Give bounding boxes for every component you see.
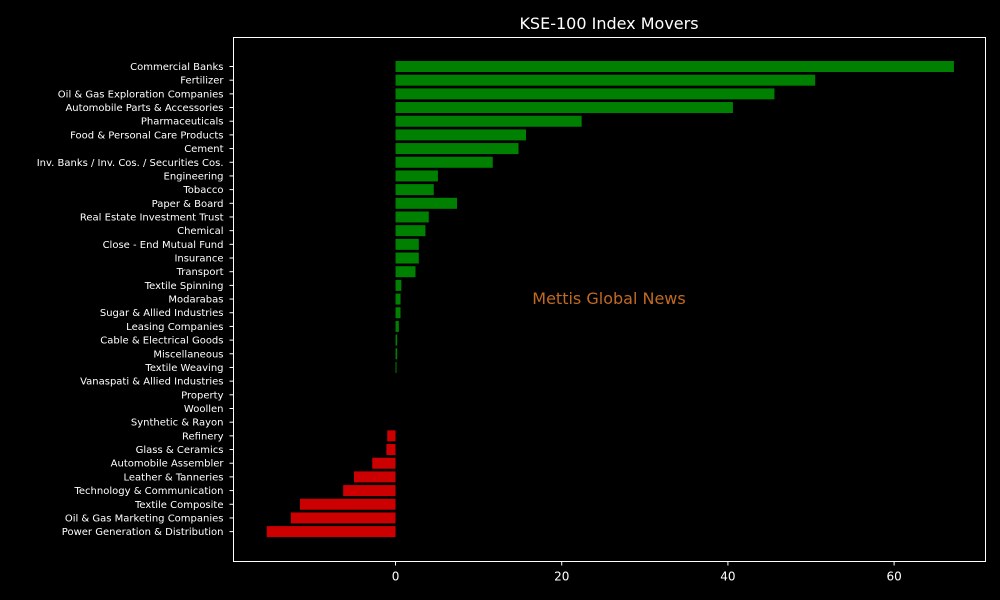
category-label: Inv. Banks / Inv. Cos. / Securities Cos.	[37, 158, 224, 169]
category-label: Synthetic & Rayon	[131, 418, 224, 429]
bar	[395, 115, 582, 127]
bar	[395, 74, 816, 86]
category-label: Modarabas	[168, 295, 223, 306]
bar	[395, 197, 458, 209]
category-label: Food & Personal Care Products	[70, 130, 223, 141]
bar	[290, 512, 396, 524]
bar	[395, 279, 402, 291]
bar	[395, 320, 399, 332]
category-label: Cement	[184, 144, 223, 155]
bar	[395, 211, 429, 223]
category-label: Miscellaneous	[153, 349, 223, 360]
category-label: Engineering	[164, 171, 224, 182]
category-label: Oil & Gas Marketing Companies	[65, 513, 224, 524]
bar	[395, 170, 438, 182]
category-label: Transport	[176, 267, 224, 278]
category-label: Woollen	[184, 404, 224, 415]
bar	[395, 61, 954, 72]
bar	[353, 471, 396, 483]
category-label: Tobacco	[182, 185, 223, 196]
x-tick-label: 20	[554, 570, 569, 584]
bars	[266, 61, 954, 538]
x-tick-label: 60	[886, 570, 901, 584]
chart-title: KSE-100 Index Movers	[519, 14, 698, 33]
bar	[386, 444, 396, 456]
bar	[387, 430, 396, 442]
category-label: Pharmaceuticals	[141, 117, 224, 128]
category-label: Close - End Mutual Fund	[103, 240, 224, 251]
watermark: Mettis Global News	[532, 289, 685, 308]
category-label: Commercial Banks	[130, 62, 223, 73]
bar	[395, 238, 419, 250]
category-label: Power Generation & Distribution	[62, 527, 224, 538]
bar	[395, 184, 434, 196]
bar	[395, 225, 426, 237]
bar	[395, 293, 401, 305]
category-label: Property	[181, 390, 223, 401]
bar	[395, 307, 401, 319]
category-label: Automobile Parts & Accessories	[65, 103, 223, 114]
category-label: Fertilizer	[180, 76, 224, 87]
category-label: Paper & Board	[152, 199, 224, 210]
category-label: Vanaspati & Allied Industries	[80, 377, 223, 388]
category-label: Insurance	[174, 254, 223, 265]
bar	[395, 252, 419, 264]
category-label: Leather & Tanneries	[123, 472, 223, 483]
bar	[395, 143, 519, 155]
category-label: Oil & Gas Exploration Companies	[58, 89, 224, 100]
category-label: Real Estate Investment Trust	[80, 212, 224, 223]
bar	[395, 334, 398, 346]
bar	[266, 526, 396, 538]
category-label: Refinery	[182, 431, 224, 442]
category-label: Technology & Communication	[74, 486, 224, 497]
category-label: Textile Weaving	[144, 363, 223, 374]
category-label: Automobile Assembler	[111, 459, 225, 470]
x-tick-label: 0	[392, 570, 400, 584]
x-tick-label: 40	[720, 570, 735, 584]
bar	[395, 129, 526, 141]
category-label: Glass & Ceramics	[136, 445, 224, 456]
category-label: Textile Spinning	[144, 281, 224, 292]
category-label: Chemical	[177, 226, 223, 237]
bar	[395, 266, 416, 278]
bar	[395, 361, 397, 373]
bar	[395, 88, 775, 100]
category-labels: Commercial Banks Fertilizer Oil & Gas Expl…	[37, 62, 234, 538]
category-label: Cable & Electrical Goods	[100, 336, 223, 347]
category-label: Leasing Companies	[126, 322, 223, 333]
bar	[395, 348, 398, 360]
bar	[343, 485, 396, 497]
bar	[372, 457, 396, 469]
bar	[395, 102, 733, 114]
category-label: Textile Composite	[134, 500, 223, 511]
bar	[299, 498, 396, 510]
category-label: Sugar & Allied Industries	[100, 308, 224, 319]
x-axis-ticks: 0 20 40 60	[392, 561, 902, 584]
bar	[395, 156, 493, 168]
